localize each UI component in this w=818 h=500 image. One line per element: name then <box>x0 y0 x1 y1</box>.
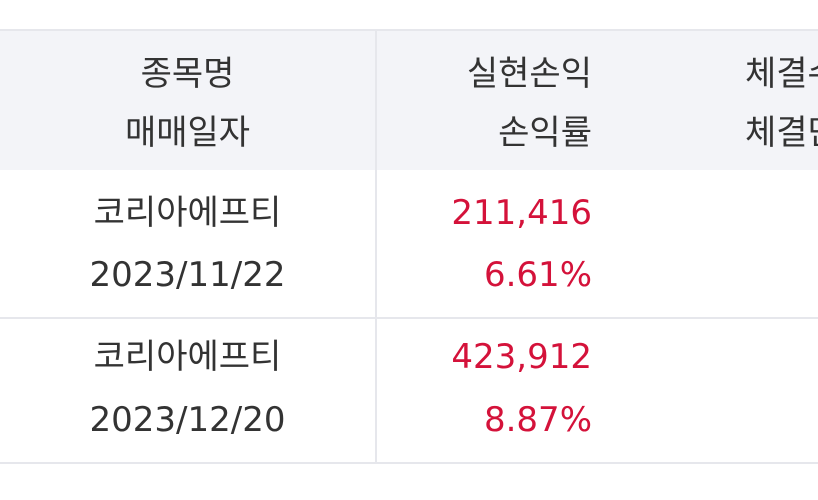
header-cell: 손익률 <box>498 113 592 153</box>
header-background <box>0 31 818 170</box>
header-cell: 실현손익 <box>466 54 592 94</box>
trade-date: 2023/12/20 <box>89 400 286 440</box>
stock-name: 코리아에프티 <box>93 193 282 233</box>
row-divider <box>0 317 818 319</box>
header-cell: 매매일자 <box>124 113 251 153</box>
column-divider <box>375 31 377 463</box>
header-cell: 체결단가 <box>745 113 818 153</box>
top-border <box>0 29 818 31</box>
trade-date: 2023/11/22 <box>89 255 286 295</box>
header-cell: 종목명 <box>140 54 235 94</box>
realized-pnl: 423,912 <box>451 337 592 377</box>
return-rate: 8.87% <box>483 400 592 440</box>
row-divider <box>0 462 818 464</box>
return-rate: 6.61% <box>483 255 592 295</box>
stock-name: 코리아에프티 <box>93 337 282 377</box>
realized-pnl: 211,416 <box>451 193 592 233</box>
header-cell: 체결수량 <box>745 54 818 94</box>
